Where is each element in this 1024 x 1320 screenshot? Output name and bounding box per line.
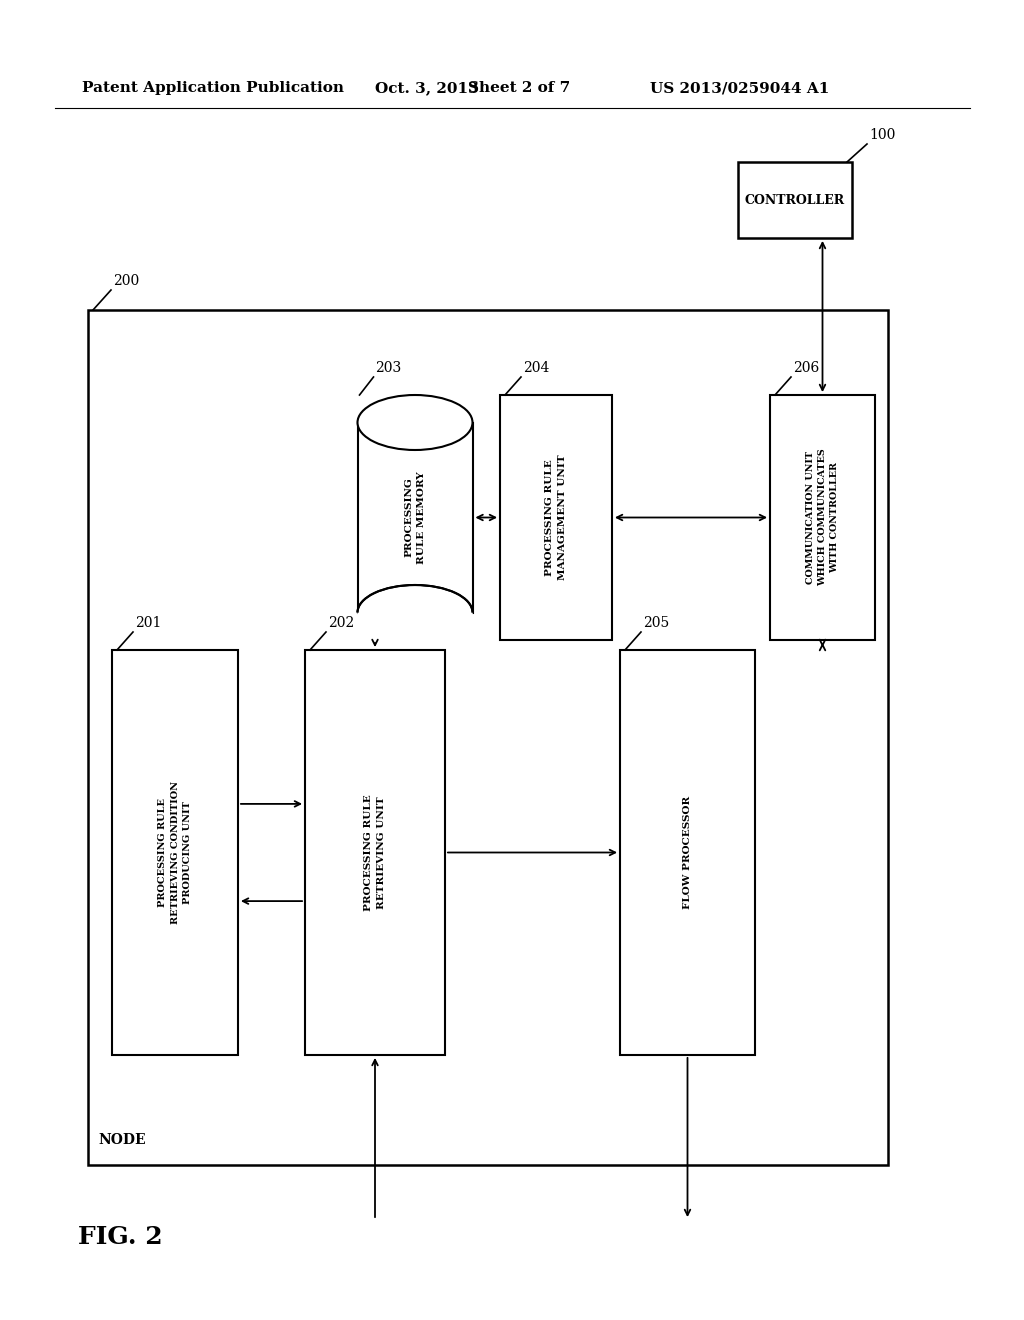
- Bar: [770, 395, 874, 640]
- Text: CONTROLLER: CONTROLLER: [744, 194, 845, 206]
- Text: PROCESSING RULE
MANAGEMENT UNIT: PROCESSING RULE MANAGEMENT UNIT: [545, 454, 566, 581]
- Text: Patent Application Publication: Patent Application Publication: [82, 81, 344, 95]
- Text: COMMUNICATION UNIT
WHICH COMMUNICATES
WITH CONTROLLER: COMMUNICATION UNIT WHICH COMMUNICATES WI…: [806, 449, 839, 586]
- Text: NODE: NODE: [98, 1133, 145, 1147]
- Text: US 2013/0259044 A1: US 2013/0259044 A1: [650, 81, 829, 95]
- Text: 202: 202: [328, 616, 354, 630]
- Ellipse shape: [357, 395, 472, 450]
- Text: FIG. 2: FIG. 2: [78, 1225, 163, 1249]
- Text: 206: 206: [793, 360, 819, 375]
- Text: 203: 203: [376, 360, 401, 375]
- Bar: [500, 395, 612, 640]
- Ellipse shape: [357, 585, 472, 640]
- Bar: [738, 162, 852, 238]
- Text: 205: 205: [643, 616, 670, 630]
- Text: FLOW PROCESSOR: FLOW PROCESSOR: [683, 796, 692, 909]
- Text: PROCESSING RULE
RETRIEVING CONDITION
PRODUCING UNIT: PROCESSING RULE RETRIEVING CONDITION PRO…: [158, 781, 193, 924]
- Text: 200: 200: [113, 275, 139, 288]
- Text: PROCESSING RULE
RETRIEVING UNIT: PROCESSING RULE RETRIEVING UNIT: [365, 795, 386, 911]
- Text: Sheet 2 of 7: Sheet 2 of 7: [468, 81, 570, 95]
- Text: 201: 201: [135, 616, 162, 630]
- Ellipse shape: [357, 585, 472, 640]
- Bar: [620, 649, 755, 1055]
- Bar: [88, 310, 888, 1166]
- Text: Oct. 3, 2013: Oct. 3, 2013: [375, 81, 479, 95]
- Bar: [305, 649, 445, 1055]
- Text: 100: 100: [869, 128, 895, 143]
- Text: PROCESSING
RULE MEMORY: PROCESSING RULE MEMORY: [404, 471, 426, 564]
- Text: 204: 204: [523, 360, 549, 375]
- Bar: [112, 649, 238, 1055]
